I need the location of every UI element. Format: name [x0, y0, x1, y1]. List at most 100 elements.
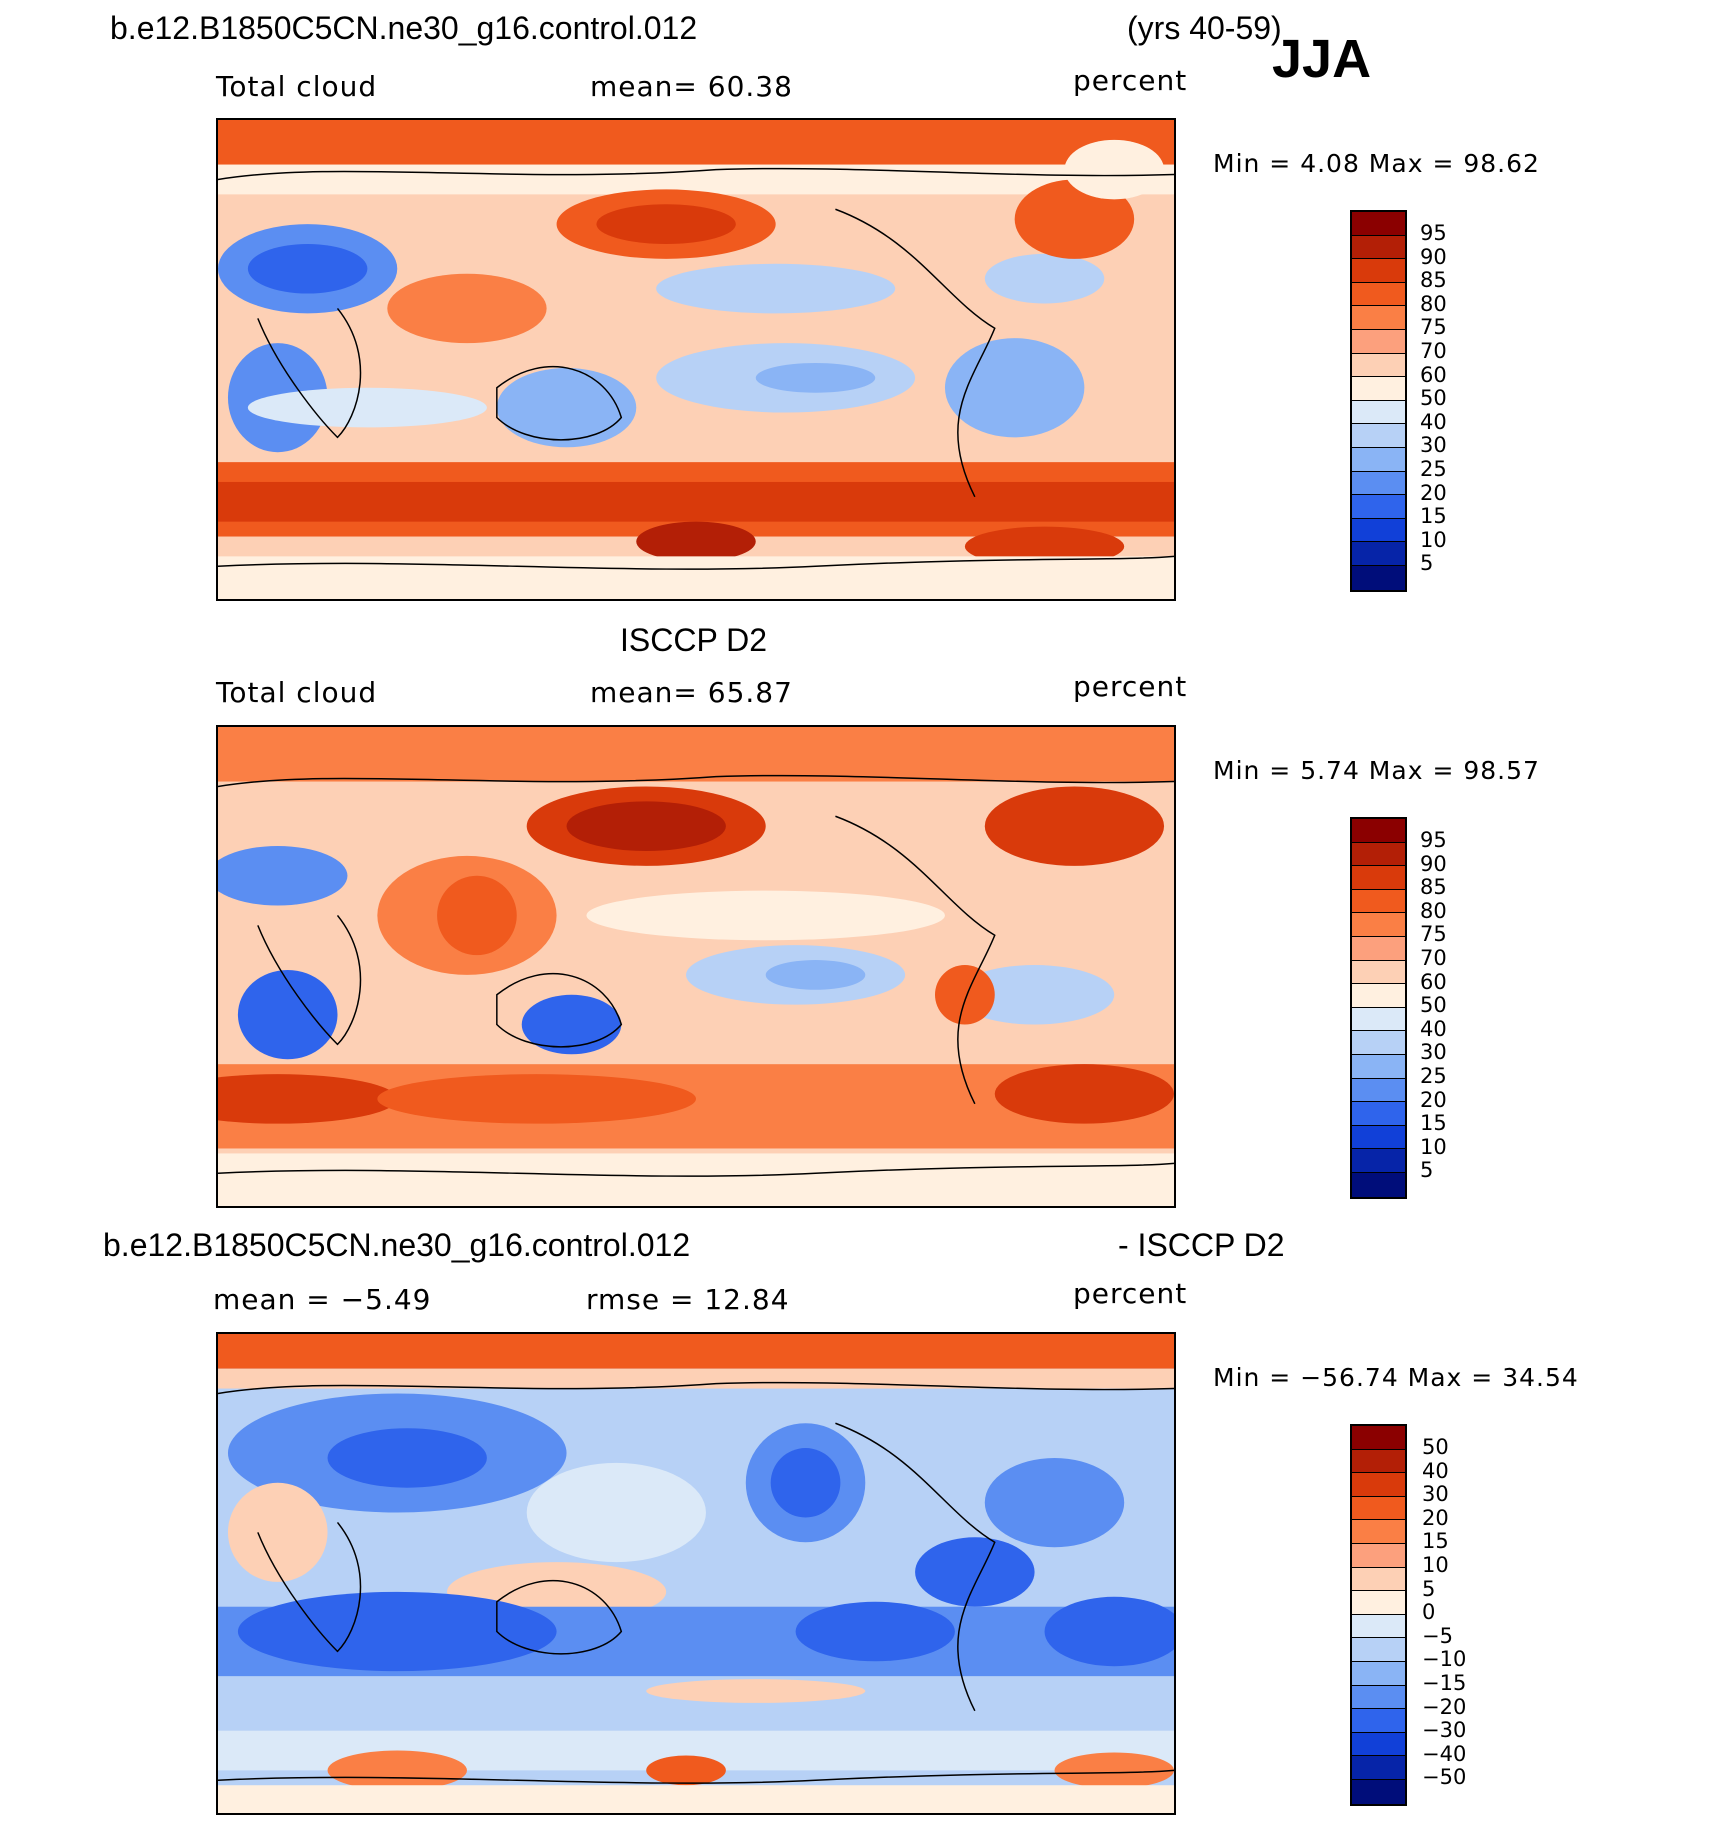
- panel1-units-label: percent: [1073, 64, 1188, 97]
- colorbar-swatch: [1352, 212, 1405, 236]
- colorbar-swatch: [1352, 1567, 1405, 1592]
- panel2-mean-label: mean= 65.87: [590, 676, 793, 709]
- colorbar-tick-label: 50: [1420, 993, 1447, 1018]
- colorbar-swatch: [1352, 1614, 1405, 1639]
- colorbar-swatch: [1352, 1149, 1405, 1173]
- colorbar-swatch: [1352, 889, 1405, 914]
- colorbar-tick-label: 30: [1422, 1482, 1449, 1507]
- colorbar-tick-label: 50: [1420, 386, 1447, 411]
- colorbar-tick-label: −40: [1422, 1741, 1467, 1766]
- colorbar-tick-label: −5: [1422, 1623, 1453, 1648]
- colorbar-tick-label: 95: [1420, 828, 1447, 852]
- colorbar-tick-label: 75: [1420, 315, 1447, 340]
- colorbar-tick-label: 15: [1422, 1529, 1449, 1554]
- years-label: (yrs 40-59): [1127, 10, 1282, 46]
- colorbar-tick-label: 95: [1420, 221, 1447, 245]
- colorbar-tick-label: −30: [1422, 1718, 1467, 1743]
- colorbar-swatch: [1352, 1543, 1405, 1568]
- colorbar-swatch: [1352, 1732, 1405, 1757]
- colorbar-tick-label: 30: [1420, 1040, 1447, 1065]
- colorbar-tick-label: 15: [1420, 504, 1447, 529]
- colorbar-swatch: [1352, 235, 1405, 260]
- colorbar-tick-label: 70: [1420, 339, 1447, 363]
- colorbar-swatch: [1352, 819, 1405, 843]
- colorbar-swatch: [1352, 960, 1405, 985]
- colorbar-swatch: [1352, 842, 1405, 867]
- colorbar-tick-label: 5: [1420, 551, 1434, 576]
- panel3-rmse-label: rmse = 12.84: [586, 1283, 790, 1316]
- colorbar-swatch: [1352, 1496, 1405, 1521]
- panel2-units-label: percent: [1073, 670, 1188, 703]
- colorbar-tick-label: 70: [1420, 946, 1447, 970]
- panel1-minmax: Min = 4.08 Max = 98.62: [1213, 149, 1540, 178]
- colorbar-tick-label: 40: [1420, 409, 1447, 434]
- colorbar-swatch: [1352, 1756, 1405, 1780]
- colorbar-swatch: [1352, 353, 1405, 378]
- colorbar-swatch: [1352, 1520, 1405, 1544]
- colorbar-swatch: [1352, 377, 1405, 401]
- season-label: JJA: [1272, 29, 1372, 89]
- panel3-title-left: b.e12.B1850C5CN.ne30_g16.control.012: [103, 1227, 691, 1263]
- colorbar-tick-label: 40: [1422, 1458, 1449, 1483]
- colorbar-swatch: [1352, 424, 1405, 448]
- colorbar-tick-label: 5: [1420, 1158, 1434, 1183]
- colorbar-swatch: [1352, 542, 1405, 566]
- panel2-minmax: Min = 5.74 Max = 98.57: [1213, 756, 1540, 785]
- colorbar-swatch: [1352, 1426, 1405, 1450]
- panel1-variable-label: Total cloud: [216, 70, 378, 103]
- colorbar-tick-label: −15: [1422, 1671, 1467, 1695]
- colorbar-swatch: [1352, 1449, 1405, 1474]
- panel3-minmax: Min = −56.74 Max = 34.54: [1213, 1363, 1579, 1392]
- colorbar-tick-label: −10: [1422, 1647, 1467, 1672]
- colorbar-tick-label: 5: [1422, 1576, 1436, 1601]
- panel1-colorbar: [1350, 210, 1407, 592]
- colorbar-swatch: [1352, 282, 1405, 307]
- colorbar-swatch: [1352, 1172, 1405, 1197]
- colorbar-swatch: [1352, 1054, 1405, 1079]
- colorbar-swatch: [1352, 495, 1405, 519]
- colorbar-tick-label: 20: [1420, 1087, 1447, 1112]
- colorbar-swatch: [1352, 866, 1405, 890]
- panel3-colorbar: [1350, 1424, 1407, 1806]
- panel1-map: [216, 118, 1176, 601]
- colorbar-swatch: [1352, 447, 1405, 472]
- colorbar-swatch: [1352, 400, 1405, 425]
- panel2-map: [216, 725, 1176, 1208]
- colorbar-swatch: [1352, 306, 1405, 330]
- panel1-map-svg: [218, 120, 1174, 599]
- colorbar-tick-label: 60: [1420, 362, 1447, 387]
- colorbar-swatch: [1352, 913, 1405, 937]
- panel2-title: ISCCP D2: [620, 622, 768, 658]
- colorbar-swatch: [1352, 471, 1405, 496]
- colorbar-tick-label: −20: [1422, 1694, 1467, 1719]
- colorbar-swatch: [1352, 1661, 1405, 1686]
- colorbar-tick-label: 0: [1422, 1600, 1436, 1625]
- colorbar-tick-label: 15: [1420, 1111, 1447, 1136]
- colorbar-tick-label: 20: [1420, 480, 1447, 505]
- colorbar-swatch: [1352, 1078, 1405, 1103]
- colorbar-tick-label: 85: [1420, 268, 1447, 293]
- colorbar-tick-label: 10: [1422, 1553, 1449, 1577]
- colorbar-tick-label: 60: [1420, 969, 1447, 994]
- panel1-mean-label: mean= 60.38: [590, 70, 793, 103]
- colorbar-swatch: [1352, 1031, 1405, 1055]
- panel3-map: [216, 1332, 1176, 1815]
- colorbar-swatch: [1352, 1473, 1405, 1497]
- colorbar-swatch: [1352, 1102, 1405, 1126]
- colorbar-swatch: [1352, 1007, 1405, 1032]
- case-title: b.e12.B1850C5CN.ne30_g16.control.012: [110, 10, 698, 46]
- panel2-colorbar: [1350, 817, 1407, 1199]
- colorbar-swatch: [1352, 565, 1405, 590]
- colorbar-tick-label: 30: [1420, 433, 1447, 458]
- colorbar-tick-label: 25: [1420, 457, 1447, 481]
- panel3-map-svg: [218, 1334, 1174, 1813]
- colorbar-swatch: [1352, 1709, 1405, 1733]
- colorbar-swatch: [1352, 936, 1405, 961]
- colorbar-tick-label: 50: [1422, 1435, 1449, 1459]
- colorbar-tick-label: 10: [1420, 527, 1447, 552]
- colorbar-tick-label: 80: [1420, 898, 1447, 923]
- colorbar-tick-label: 20: [1422, 1505, 1449, 1530]
- colorbar-swatch: [1352, 1685, 1405, 1710]
- colorbar-tick-label: 75: [1420, 922, 1447, 947]
- colorbar-tick-label: 85: [1420, 875, 1447, 900]
